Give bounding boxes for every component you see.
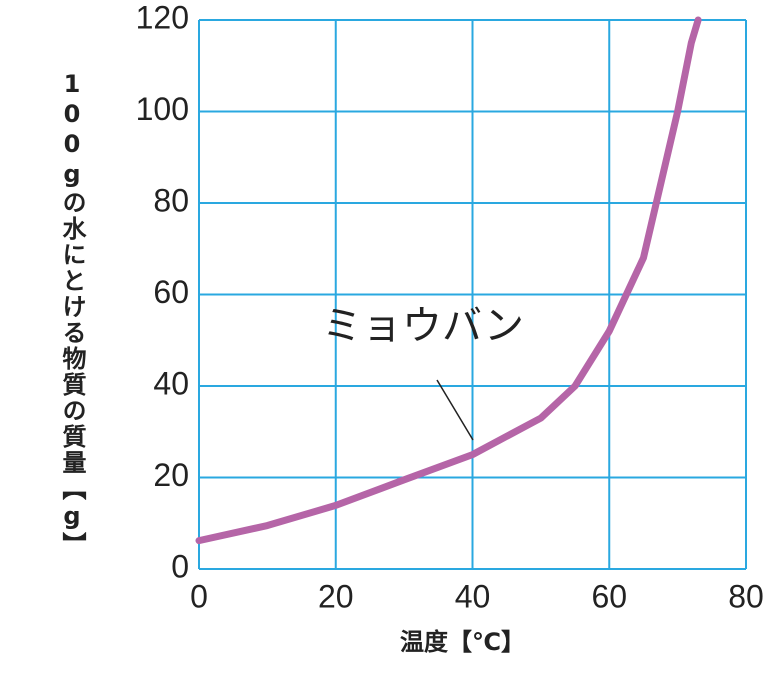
y-tick-label: 0 <box>171 548 189 584</box>
x-tick-label: 40 <box>455 578 491 614</box>
series-label: ミョウバン <box>322 303 524 349</box>
y-axis-label: 100gの水にとける物質の質量【g】 <box>58 70 86 558</box>
x-axis-label: 温度【℃】 <box>400 628 526 656</box>
y-tick-label: 120 <box>136 0 189 35</box>
data-line <box>195 16 702 545</box>
y-tick-label: 100 <box>136 91 189 127</box>
y-tick-label: 20 <box>153 457 189 493</box>
annotation-leader <box>436 379 474 441</box>
y-tick-label: 60 <box>153 274 189 310</box>
y-tick-label: 80 <box>153 182 189 218</box>
x-tick-label: 20 <box>318 578 354 614</box>
x-tick-label: 0 <box>190 578 208 614</box>
x-tick-label: 60 <box>591 578 627 614</box>
x-tick-label: 80 <box>728 578 764 614</box>
y-tick-label: 40 <box>153 365 189 401</box>
